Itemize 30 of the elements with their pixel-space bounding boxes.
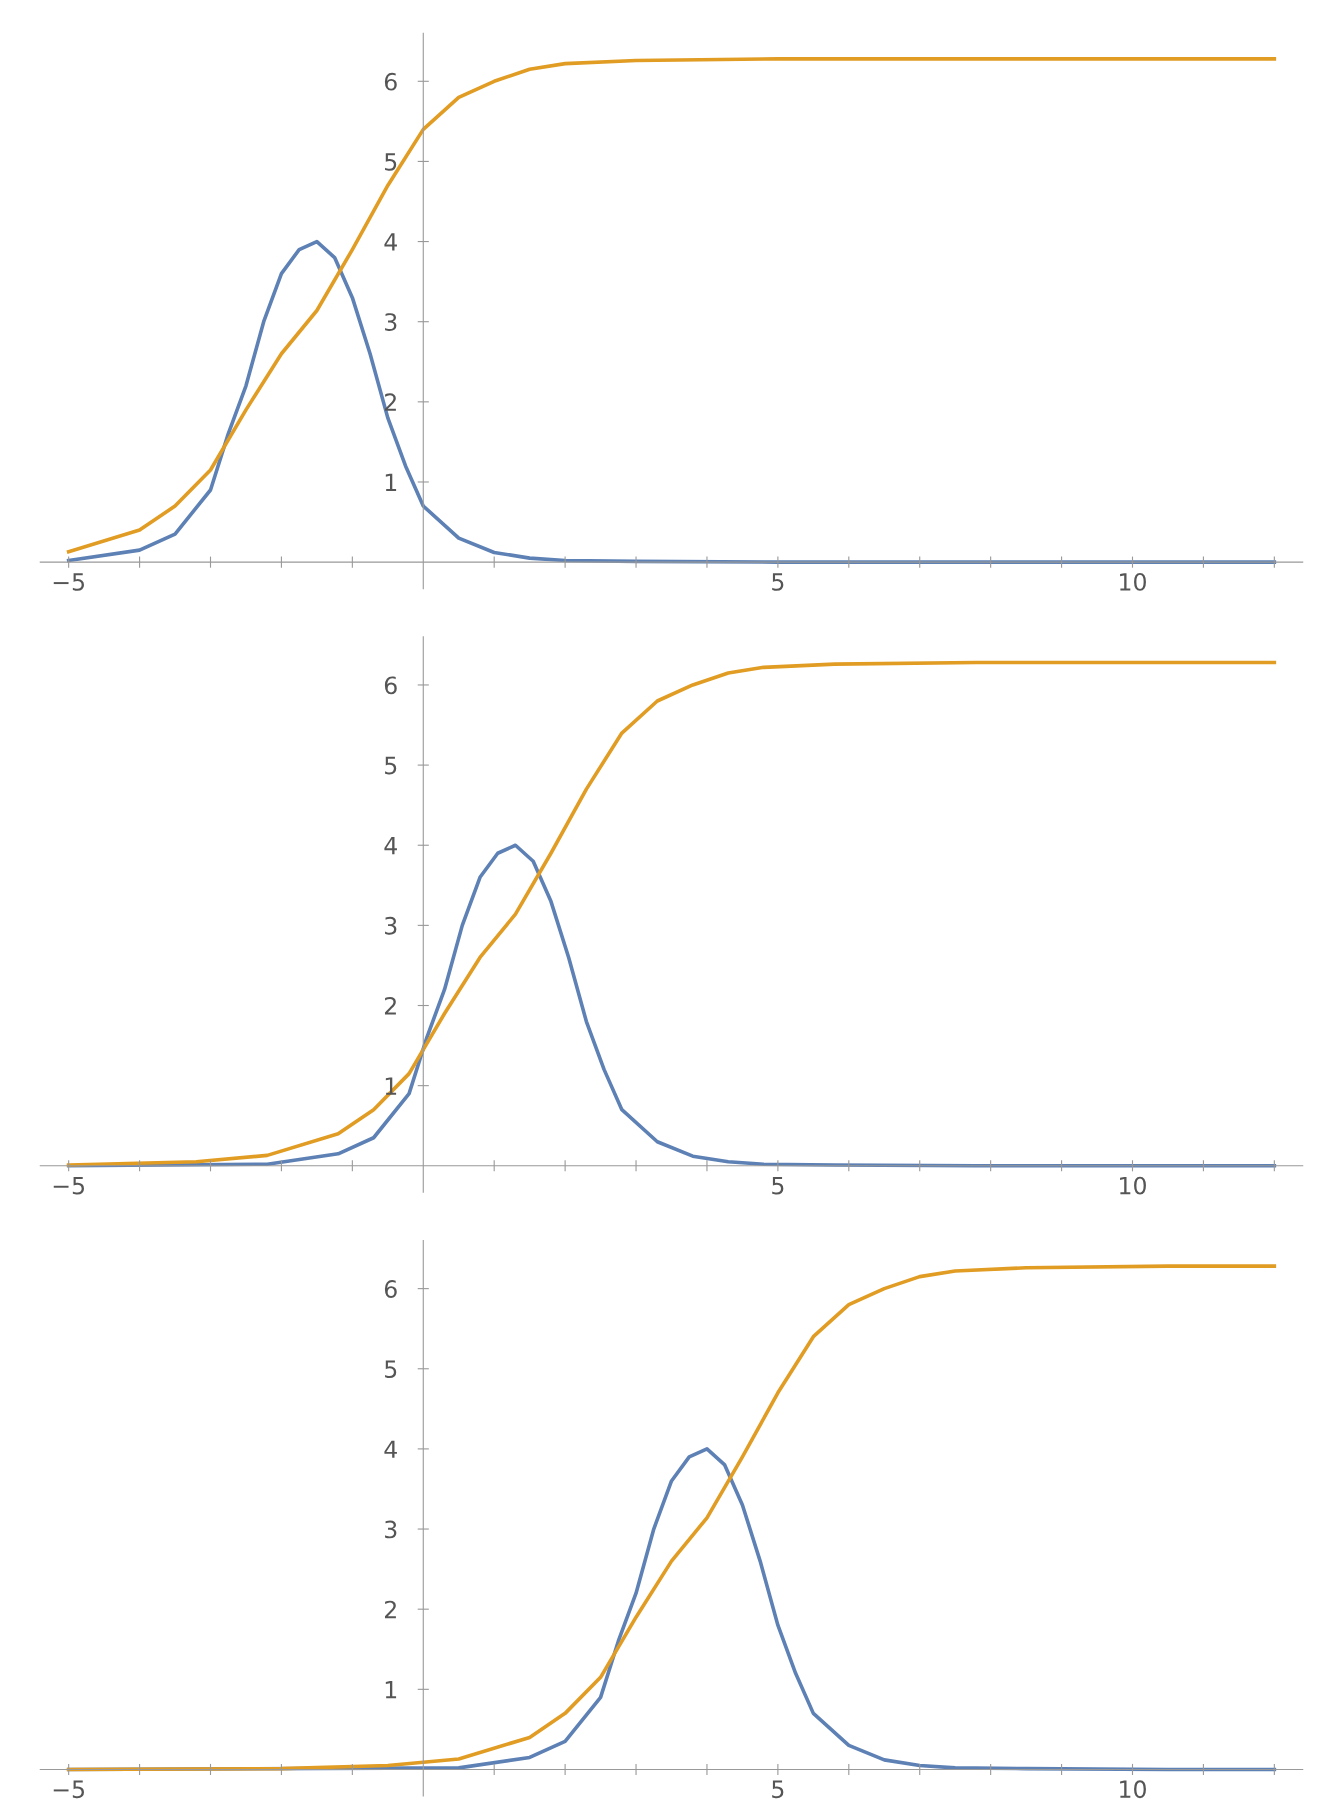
y-tick-label: 1	[385, 473, 397, 491]
x-tick-label: −5	[53, 1780, 84, 1799]
x-tick-label: 5	[772, 1780, 784, 1799]
y-tick-label: 4	[384, 1440, 397, 1458]
y-tick-label: 6	[384, 72, 397, 91]
y-tick-label: 5	[385, 756, 397, 775]
line-series	[66, 660, 1277, 1167]
x-tick-label: −5	[53, 573, 84, 591]
x-tick-label: 10	[1120, 1780, 1146, 1799]
x-tick-label: −5	[53, 1176, 84, 1195]
y-tick-label: 4	[384, 836, 397, 855]
line-series	[66, 1264, 1277, 1772]
x-tick-label: 10	[1120, 572, 1146, 591]
y-tick-label: 2	[384, 393, 396, 411]
y-tick-label: 3	[385, 1520, 397, 1539]
y-tick-label: 5	[385, 153, 397, 171]
x-tick-label: 5	[772, 1176, 784, 1195]
y-tick-label: 1	[385, 1681, 397, 1699]
y-tick-label: 1	[385, 1077, 397, 1095]
y-tick-label: 3	[385, 916, 397, 935]
y-tick-label: 6	[384, 1280, 397, 1298]
y-tick-label: 4	[384, 233, 397, 251]
x-tick-label: 10	[1120, 1176, 1146, 1195]
y-tick-label: 3	[385, 313, 397, 332]
y-tick-label: 2	[384, 1600, 396, 1619]
x-tick-label: 5	[772, 573, 784, 591]
y-tick-label: 6	[384, 676, 397, 695]
y-tick-label: 2	[384, 996, 396, 1015]
y-tick-label: 5	[385, 1360, 397, 1379]
line-series	[66, 57, 1277, 554]
